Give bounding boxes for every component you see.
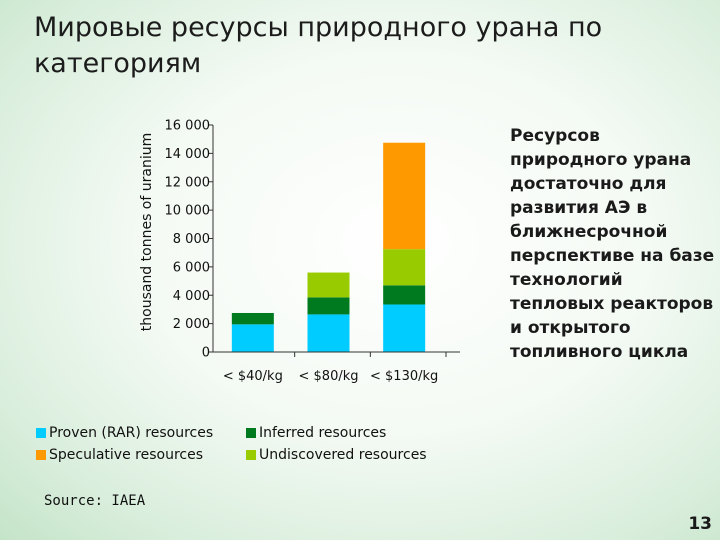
bar-segment (307, 297, 350, 315)
legend-label: Speculative resources (49, 447, 203, 463)
bar-segment (383, 142, 426, 250)
legend-item: Undiscovered resources (246, 447, 427, 463)
legend-swatch (36, 450, 46, 460)
source-label: Source: IAEA (44, 493, 146, 509)
y-tick-label: 2 000 (173, 317, 210, 332)
bar-segment (383, 285, 426, 305)
bars (231, 142, 426, 352)
legend-item: Proven (RAR) resources (36, 425, 213, 441)
y-tick-label: 8 000 (173, 232, 210, 247)
bar-segment (383, 249, 426, 286)
legend-item: Speculative resources (36, 447, 203, 463)
y-axis-label: thousand tonnes of uranium (139, 133, 155, 331)
y-tick-label: 12 000 (165, 175, 211, 190)
y-tick-label: 4 000 (173, 289, 210, 304)
legend-label: Inferred resources (259, 425, 387, 441)
legend-item: Inferred resources (246, 425, 386, 441)
bar-segment (231, 312, 274, 325)
page-number: 13 (688, 514, 712, 534)
x-tick-label: < $40/kg (223, 369, 283, 384)
bar-segment (383, 304, 426, 352)
legend-swatch (246, 428, 256, 438)
y-tick-label: 16 000 (165, 119, 211, 134)
legend-label: Undiscovered resources (259, 447, 427, 463)
y-tick-label: 14 000 (165, 147, 211, 162)
y-tick-label: 6 000 (173, 260, 210, 275)
bar-segment (307, 314, 350, 352)
bar-segment (231, 324, 274, 352)
legend-swatch (246, 450, 256, 460)
slide-title: Мировые ресурсы природного урана по кате… (34, 12, 603, 79)
bar-segment (307, 272, 350, 298)
y-tick-label: 10 000 (165, 204, 211, 219)
x-tick-label: < $130/kg (370, 369, 438, 384)
side-note: Ресурсов природного урана достаточно для… (510, 126, 715, 362)
axes: 0 2 000 4 000 6 000 8 000 10 000 12 000 14 000 1… (165, 119, 460, 384)
x-tick-label: < $80/kg (299, 369, 359, 384)
y-tick-label: 0 (202, 346, 210, 361)
legend-swatch (36, 428, 46, 438)
legend-label: Proven (RAR) resources (49, 425, 214, 441)
